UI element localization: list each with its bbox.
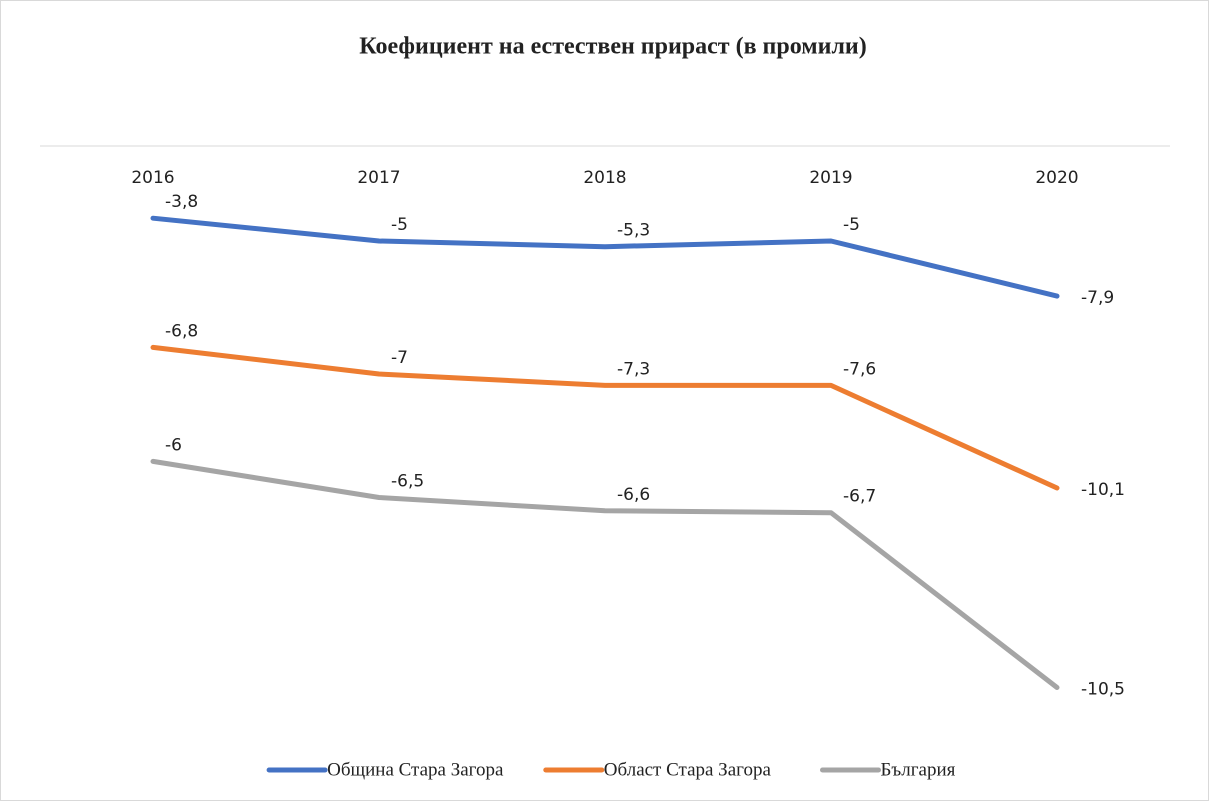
data-label: -7,3: [617, 359, 650, 379]
data-label: -6,7: [843, 487, 876, 507]
data-label: -7,6: [843, 359, 876, 379]
data-label: -10,1: [1081, 480, 1125, 500]
data-label: -5,3: [617, 221, 650, 241]
x-tick-label: 2019: [809, 168, 852, 188]
data-label: -7: [391, 348, 408, 368]
legend-label: Община Стара Загора: [327, 759, 504, 780]
data-label: -6,6: [617, 485, 650, 505]
series-line: [150, 215, 1060, 299]
x-tick-label: 2016: [131, 168, 174, 188]
data-label: -5: [843, 215, 860, 235]
data-label: -6: [165, 435, 182, 455]
series-line: [150, 344, 1060, 491]
data-label: -6,8: [165, 321, 198, 341]
data-label: -10,5: [1081, 680, 1125, 700]
series-line: [150, 458, 1060, 690]
x-tick-label: 2020: [1035, 168, 1078, 188]
legend-label: Област Стара Загора: [604, 759, 772, 780]
x-tick-label: 2018: [583, 168, 626, 188]
data-label: -7,9: [1081, 288, 1114, 308]
data-label: -6,5: [391, 472, 424, 492]
chart-title: Коефициент на естествен прираст (в проми…: [359, 34, 866, 60]
x-tick-label: 2017: [357, 168, 400, 188]
data-label: -5: [391, 215, 408, 235]
legend-label: България: [881, 759, 956, 780]
data-label: -3,8: [165, 192, 198, 212]
